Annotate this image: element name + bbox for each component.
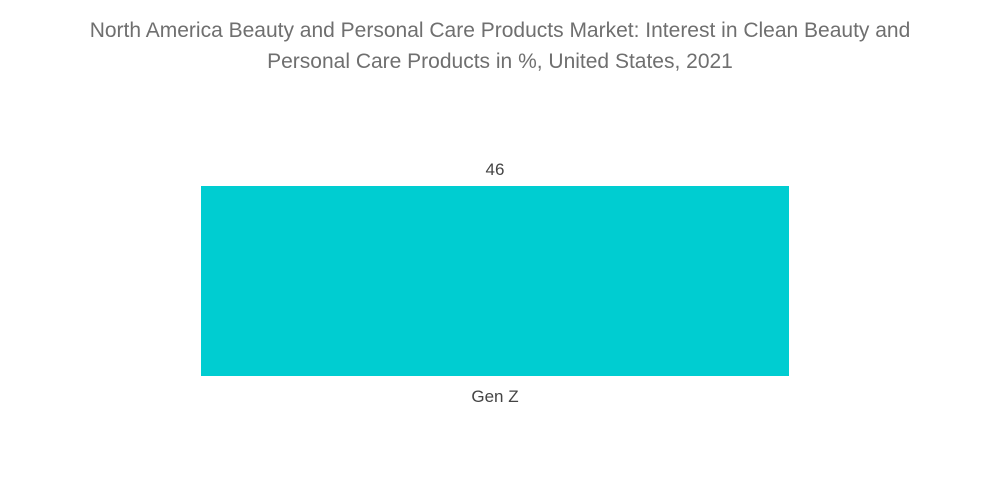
chart-title-line-2: Personal Care Products in %, United Stat… — [267, 50, 733, 73]
data-labels-layer: 46 — [486, 160, 505, 179]
category-tick-label: Gen Z — [471, 387, 518, 406]
category-ticks-layer: Gen Z — [471, 387, 518, 406]
data-label: 46 — [486, 160, 505, 179]
bar-gen-z — [201, 186, 789, 376]
bars-layer — [201, 186, 789, 376]
chart-title: North America Beauty and Personal Care P… — [0, 15, 1000, 77]
chart-title-line-1: North America Beauty and Personal Care P… — [89, 19, 911, 42]
